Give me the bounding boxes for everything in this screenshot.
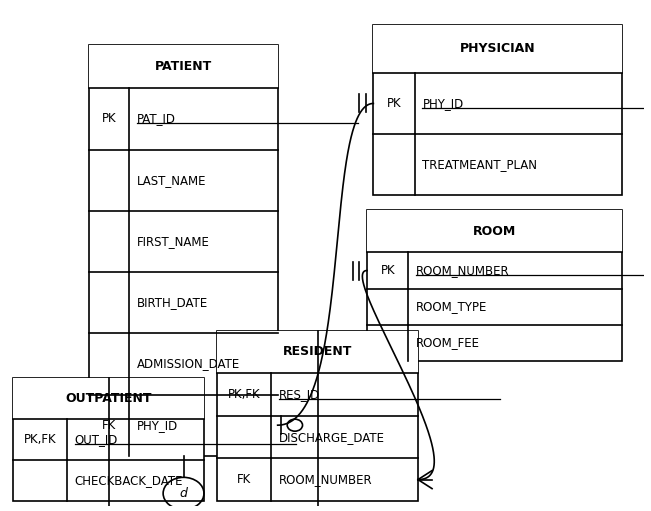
Text: FK: FK bbox=[102, 419, 117, 432]
Text: PK,FK: PK,FK bbox=[228, 388, 260, 401]
Bar bbox=[89, 45, 277, 456]
Bar bbox=[374, 25, 622, 195]
Bar bbox=[217, 331, 418, 373]
Bar bbox=[367, 211, 622, 361]
Bar bbox=[89, 45, 277, 88]
Text: ROOM_FEE: ROOM_FEE bbox=[416, 336, 480, 349]
Text: PK,FK: PK,FK bbox=[23, 433, 57, 446]
Bar bbox=[13, 378, 204, 501]
Text: PHY_ID: PHY_ID bbox=[422, 97, 464, 110]
Text: OUT_ID: OUT_ID bbox=[75, 433, 118, 446]
Text: PAT_ID: PAT_ID bbox=[137, 112, 176, 125]
Text: PATIENT: PATIENT bbox=[155, 60, 212, 73]
Text: ADMISSION_DATE: ADMISSION_DATE bbox=[137, 357, 240, 370]
Text: OUTPATIENT: OUTPATIENT bbox=[65, 392, 152, 405]
Text: d: d bbox=[180, 487, 187, 500]
Bar bbox=[13, 378, 204, 419]
Text: LAST_NAME: LAST_NAME bbox=[137, 174, 206, 187]
Text: PK: PK bbox=[380, 264, 395, 277]
Text: PHYSICIAN: PHYSICIAN bbox=[460, 42, 536, 56]
Text: FK: FK bbox=[237, 473, 251, 486]
Text: ROOM_NUMBER: ROOM_NUMBER bbox=[416, 264, 510, 277]
Text: PK: PK bbox=[387, 97, 402, 110]
Bar bbox=[374, 25, 622, 73]
Text: ROOM_TYPE: ROOM_TYPE bbox=[416, 300, 488, 313]
Text: DISCHARGE_DATE: DISCHARGE_DATE bbox=[279, 431, 385, 444]
Text: RESIDENT: RESIDENT bbox=[283, 345, 352, 358]
Bar bbox=[217, 331, 418, 501]
Text: ROOM_NUMBER: ROOM_NUMBER bbox=[279, 473, 372, 486]
Text: RES_ID: RES_ID bbox=[279, 388, 320, 401]
Text: BIRTH_DATE: BIRTH_DATE bbox=[137, 296, 208, 309]
Bar bbox=[367, 211, 622, 252]
Text: CHECKBACK_DATE: CHECKBACK_DATE bbox=[75, 474, 184, 487]
Text: FIRST_NAME: FIRST_NAME bbox=[137, 235, 210, 248]
Text: PHY_ID: PHY_ID bbox=[137, 419, 178, 432]
Text: PK: PK bbox=[102, 112, 117, 125]
Text: TREATMEANT_PLAN: TREATMEANT_PLAN bbox=[422, 158, 538, 171]
Text: ROOM: ROOM bbox=[473, 225, 516, 238]
